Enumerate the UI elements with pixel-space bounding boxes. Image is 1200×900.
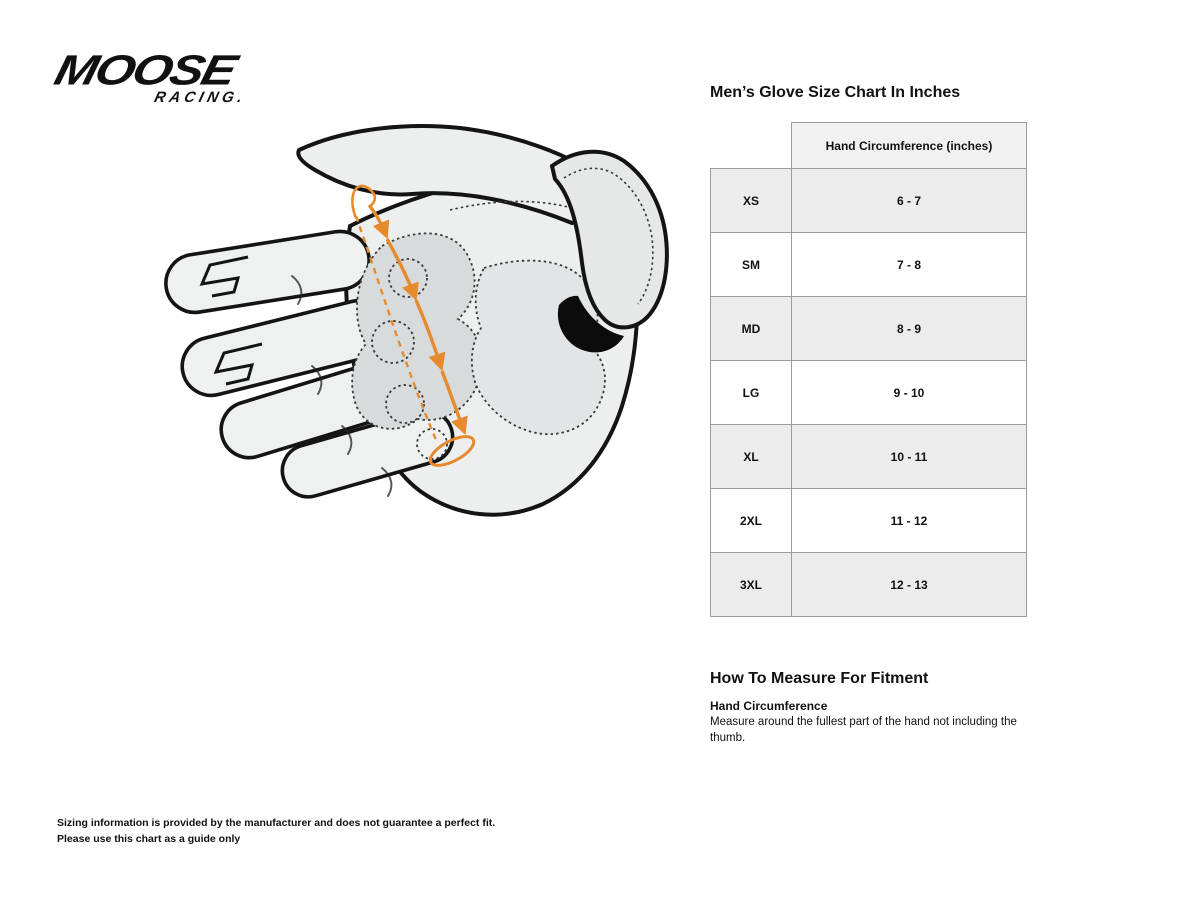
table-row: 2XL 11 - 12	[710, 488, 1027, 553]
finger-glyph	[213, 342, 263, 386]
size-label-cell: LG	[710, 360, 792, 425]
measurement-loop-top	[351, 184, 377, 219]
finger-creases	[291, 275, 393, 497]
measurement-loop-dashed	[354, 215, 438, 441]
table-row: 3XL 12 - 13	[710, 552, 1027, 617]
size-range-cell: 6 - 7	[791, 168, 1027, 233]
table-row: MD 8 - 9	[710, 296, 1027, 361]
size-range-cell: 8 - 9	[791, 296, 1027, 361]
size-label-cell: XL	[710, 424, 792, 489]
size-range-cell: 9 - 10	[791, 360, 1027, 425]
size-chart-body: XS 6 - 7 SM 7 - 8 MD 8 - 9 LG 9 - 10 XL 10 - 11 2X…	[710, 168, 1027, 617]
glove-measurement-diagram	[150, 118, 690, 528]
table-row: XL 10 - 11	[710, 424, 1027, 489]
table-row: SM 7 - 8	[710, 232, 1027, 297]
size-range-cell: 11 - 12	[791, 488, 1027, 553]
size-range-cell: 12 - 13	[791, 552, 1027, 617]
logo-racing-text: RACING.	[152, 89, 249, 106]
how-to-measure-section: How To Measure For Fitment Hand Circumfe…	[710, 670, 1042, 746]
measurement-loop	[351, 184, 476, 467]
header-row: Hand Circumference (inches)	[711, 122, 1027, 169]
disclaimer: Sizing information is provided by the ma…	[57, 815, 495, 848]
size-chart-title: Men’s Glove Size Chart In Inches	[710, 84, 961, 101]
brand-logo: MOOSE RACING.	[50, 46, 256, 106]
table-row: XS 6 - 7	[710, 168, 1027, 233]
size-label-cell: 3XL	[710, 552, 792, 617]
measure-instructions: Measure around the fullest part of the h…	[710, 716, 1017, 744]
corner-cell	[711, 123, 792, 169]
measurement-arrow-segment	[414, 299, 446, 372]
cuff-strap	[549, 149, 669, 330]
logo-moose-text: MOOSE	[50, 45, 241, 94]
size-label-cell: XS	[710, 168, 792, 233]
size-chart-table: Hand Circumference (inches) XS 6 - 7 SM 7 -…	[710, 122, 1027, 617]
measurement-arrow-segment	[440, 370, 468, 436]
measure-subtitle: Hand Circumference	[710, 699, 828, 713]
finger-glyphs	[199, 255, 263, 386]
padding-circle	[385, 384, 425, 424]
palm-padding	[351, 232, 484, 430]
strap-shadow	[557, 295, 624, 353]
table-row: LG 9 - 10	[710, 360, 1027, 425]
how-to-measure-title: How To Measure For Fitment	[710, 670, 929, 687]
finger-glyph	[199, 255, 249, 298]
glove-illustration-svg	[164, 124, 669, 517]
size-range-cell: 7 - 8	[791, 232, 1027, 297]
column-header-hand-circumference: Hand Circumference (inches)	[791, 122, 1027, 169]
size-label-cell: 2XL	[710, 488, 792, 553]
padding-circle	[371, 320, 415, 364]
measurement-loop-ellipse	[428, 435, 476, 467]
size-label-cell: SM	[710, 232, 792, 297]
disclaimer-line2: Please use this chart as a guide only	[57, 833, 241, 846]
size-range-cell: 10 - 11	[791, 424, 1027, 489]
glove-thumb	[296, 124, 609, 226]
measurement-arrow-segment	[367, 203, 390, 240]
finger-index	[164, 229, 371, 315]
size-label-cell: MD	[710, 296, 792, 361]
disclaimer-line1: Sizing information is provided by the ma…	[57, 817, 496, 829]
measurement-arrow-segment	[385, 238, 419, 302]
